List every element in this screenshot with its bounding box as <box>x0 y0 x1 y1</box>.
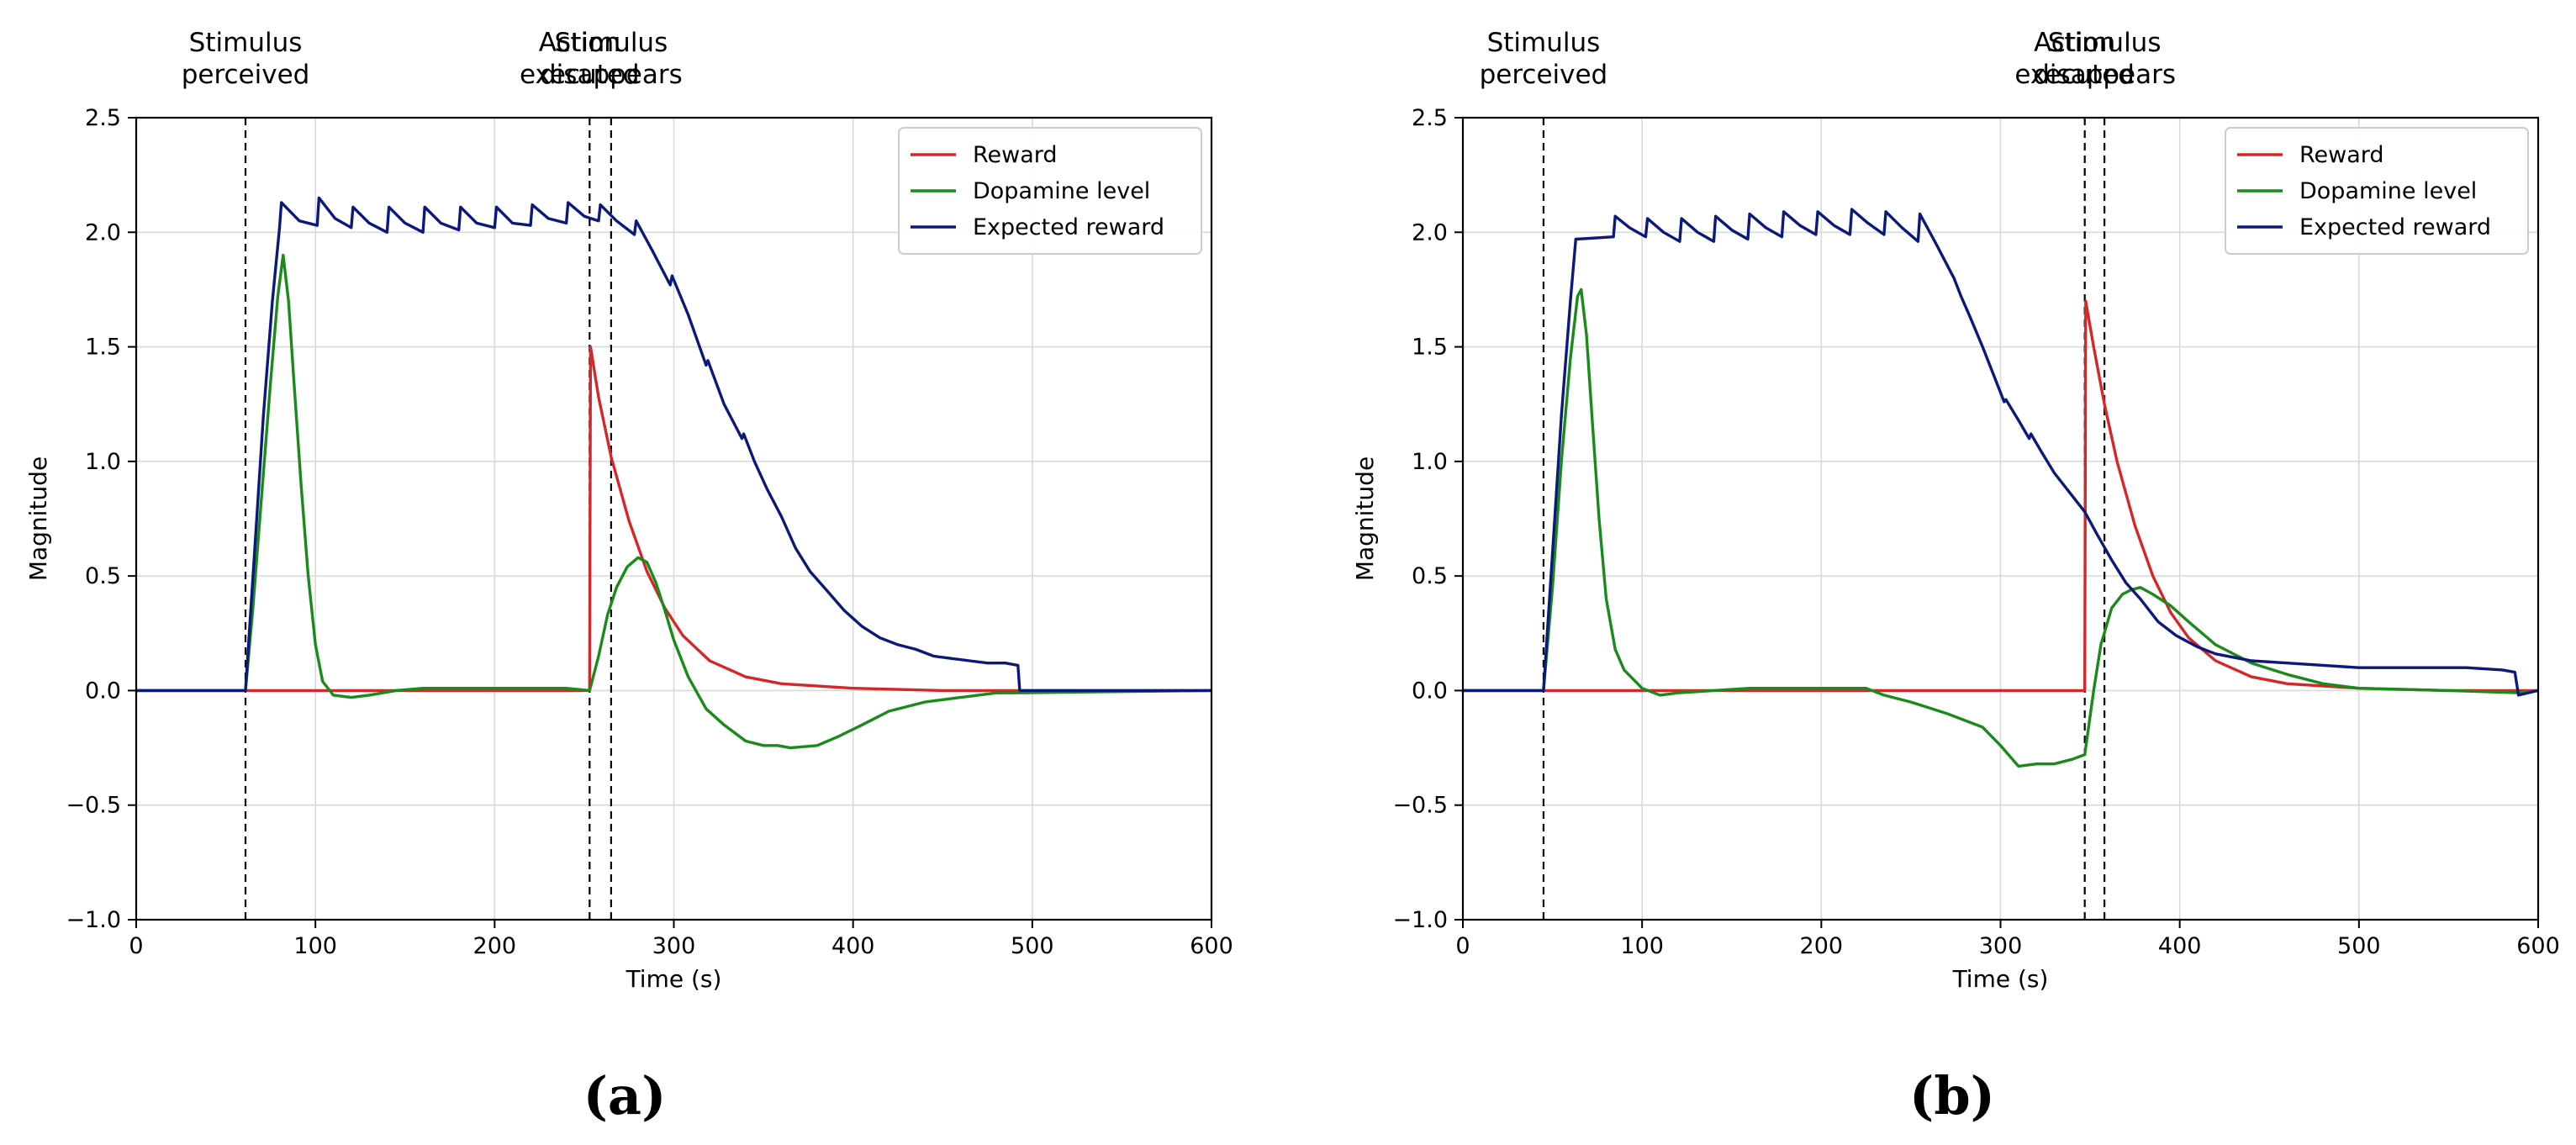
series-line-reward <box>1463 299 2538 693</box>
legend-label-dopamine-level: Dopamine level <box>2299 178 2477 204</box>
event-label-line: executed <box>2014 60 2135 90</box>
y-tick-label: 1.0 <box>85 449 121 475</box>
panel-a: StimulusperceivedActionexecutedStimulusd… <box>24 28 1233 1127</box>
y-tick-label: 1.0 <box>1412 449 1448 475</box>
legend-label-expected-reward: Expected reward <box>2299 214 2491 240</box>
x-tick-label: 400 <box>831 933 875 959</box>
legend-label-reward: Reward <box>2299 142 2384 168</box>
y-tick-label: 2.0 <box>1412 219 1448 245</box>
event-label-line: Action <box>539 28 620 58</box>
x-tick-label: 100 <box>293 933 337 959</box>
legend-box <box>2225 127 2529 255</box>
series-group <box>136 196 1212 750</box>
x-tick-label: 0 <box>129 933 143 959</box>
x-tick-label: 500 <box>2337 933 2381 959</box>
x-tick-label: 500 <box>1011 933 1054 959</box>
y-tick-label: 1.5 <box>1412 335 1448 361</box>
x-tick-label: 0 <box>1455 933 1470 959</box>
y-tick-label: 0.5 <box>85 563 121 589</box>
legend-box <box>898 127 1202 255</box>
event-label-line: Action <box>2034 28 2115 58</box>
legend: Reward Dopamine level Expected reward <box>2225 127 2529 255</box>
event-label-line: executed <box>520 60 640 90</box>
y-axis: −1.0 −0.5 0.0 0.5 1.0 1.5 2.0 2.5 <box>1392 105 1463 933</box>
series-line-expected-reward <box>1463 208 2539 697</box>
x-tick-label: 200 <box>473 933 517 959</box>
event-label-line: disappears <box>540 60 683 90</box>
x-tick-label: 600 <box>2516 933 2560 959</box>
event-label-line: Stimulus <box>1487 28 1601 58</box>
x-tick-label: 600 <box>1190 933 1233 959</box>
event-label-line: disappears <box>2033 60 2176 90</box>
x-tick-label: 100 <box>1620 933 1664 959</box>
y-axis-label: Magnitude <box>24 456 52 581</box>
series-line-dopamine-level <box>136 253 1212 750</box>
legend-label-dopamine-level: Dopamine level <box>973 178 1150 204</box>
y-axis: −1.0 −0.5 0.0 0.5 1.0 1.5 2.0 2.5 <box>66 105 136 933</box>
y-tick-label: 1.5 <box>85 335 121 361</box>
event-label-line: perceived <box>182 60 310 90</box>
x-tick-label: 400 <box>2158 933 2202 959</box>
y-tick-label: 2.5 <box>85 105 121 131</box>
event-label-line: Stimulus <box>2048 28 2162 58</box>
y-axis-label: Magnitude <box>1351 456 1379 581</box>
panel-label-b: (b) <box>1909 1065 1995 1127</box>
x-axis-label: Time (s) <box>1952 965 2049 993</box>
panel-b: StimulusperceivedActionexecutedStimulusd… <box>1351 28 2560 1127</box>
y-tick-label: 0.0 <box>85 678 121 704</box>
y-tick-label: −1.0 <box>1392 907 1448 933</box>
x-axis: 0 100 200 300 400 500 600 <box>129 920 1233 959</box>
event-label-line: perceived <box>1480 60 1608 90</box>
panel-label-a: (a) <box>583 1065 667 1127</box>
legend: Reward Dopamine level Expected reward <box>898 127 1202 255</box>
y-tick-label: 0.5 <box>1412 563 1448 589</box>
event-label-line: Stimulus <box>555 28 668 58</box>
event-label-line: Stimulus <box>189 28 303 58</box>
y-tick-label: 2.0 <box>85 219 121 245</box>
x-tick-label: 300 <box>1979 933 2023 959</box>
series-line-dopamine-level <box>1463 288 2539 768</box>
series-group <box>1463 208 2539 768</box>
series-line-expected-reward <box>136 196 1211 693</box>
y-tick-label: 0.0 <box>1412 678 1448 704</box>
x-tick-label: 200 <box>1800 933 1844 959</box>
x-axis-label: Time (s) <box>626 965 722 993</box>
y-tick-label: −0.5 <box>1392 793 1448 819</box>
legend-label-expected-reward: Expected reward <box>973 214 1164 240</box>
x-axis: 0 100 200 300 400 500 600 <box>1455 920 2560 959</box>
y-tick-label: −1.0 <box>66 907 121 933</box>
x-tick-label: 300 <box>652 933 696 959</box>
series-line-reward <box>136 345 1211 693</box>
legend-label-reward: Reward <box>973 142 1058 168</box>
event-markers: StimulusperceivedActionexecutedStimulusd… <box>1480 28 2176 920</box>
y-tick-label: −0.5 <box>66 793 121 819</box>
event-markers: StimulusperceivedActionexecutedStimulusd… <box>182 28 683 920</box>
y-tick-label: 2.5 <box>1412 105 1448 131</box>
